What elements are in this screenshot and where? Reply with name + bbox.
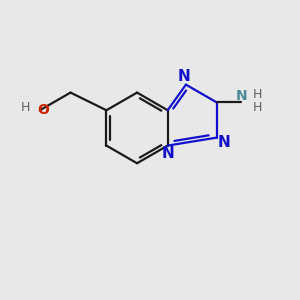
Text: N: N: [161, 146, 174, 161]
Text: O: O: [38, 103, 49, 117]
Text: H: H: [253, 88, 262, 100]
Text: N: N: [178, 69, 191, 84]
Text: N: N: [236, 89, 247, 103]
Text: N: N: [218, 135, 230, 150]
Text: H: H: [21, 101, 30, 114]
Text: H: H: [253, 101, 262, 114]
